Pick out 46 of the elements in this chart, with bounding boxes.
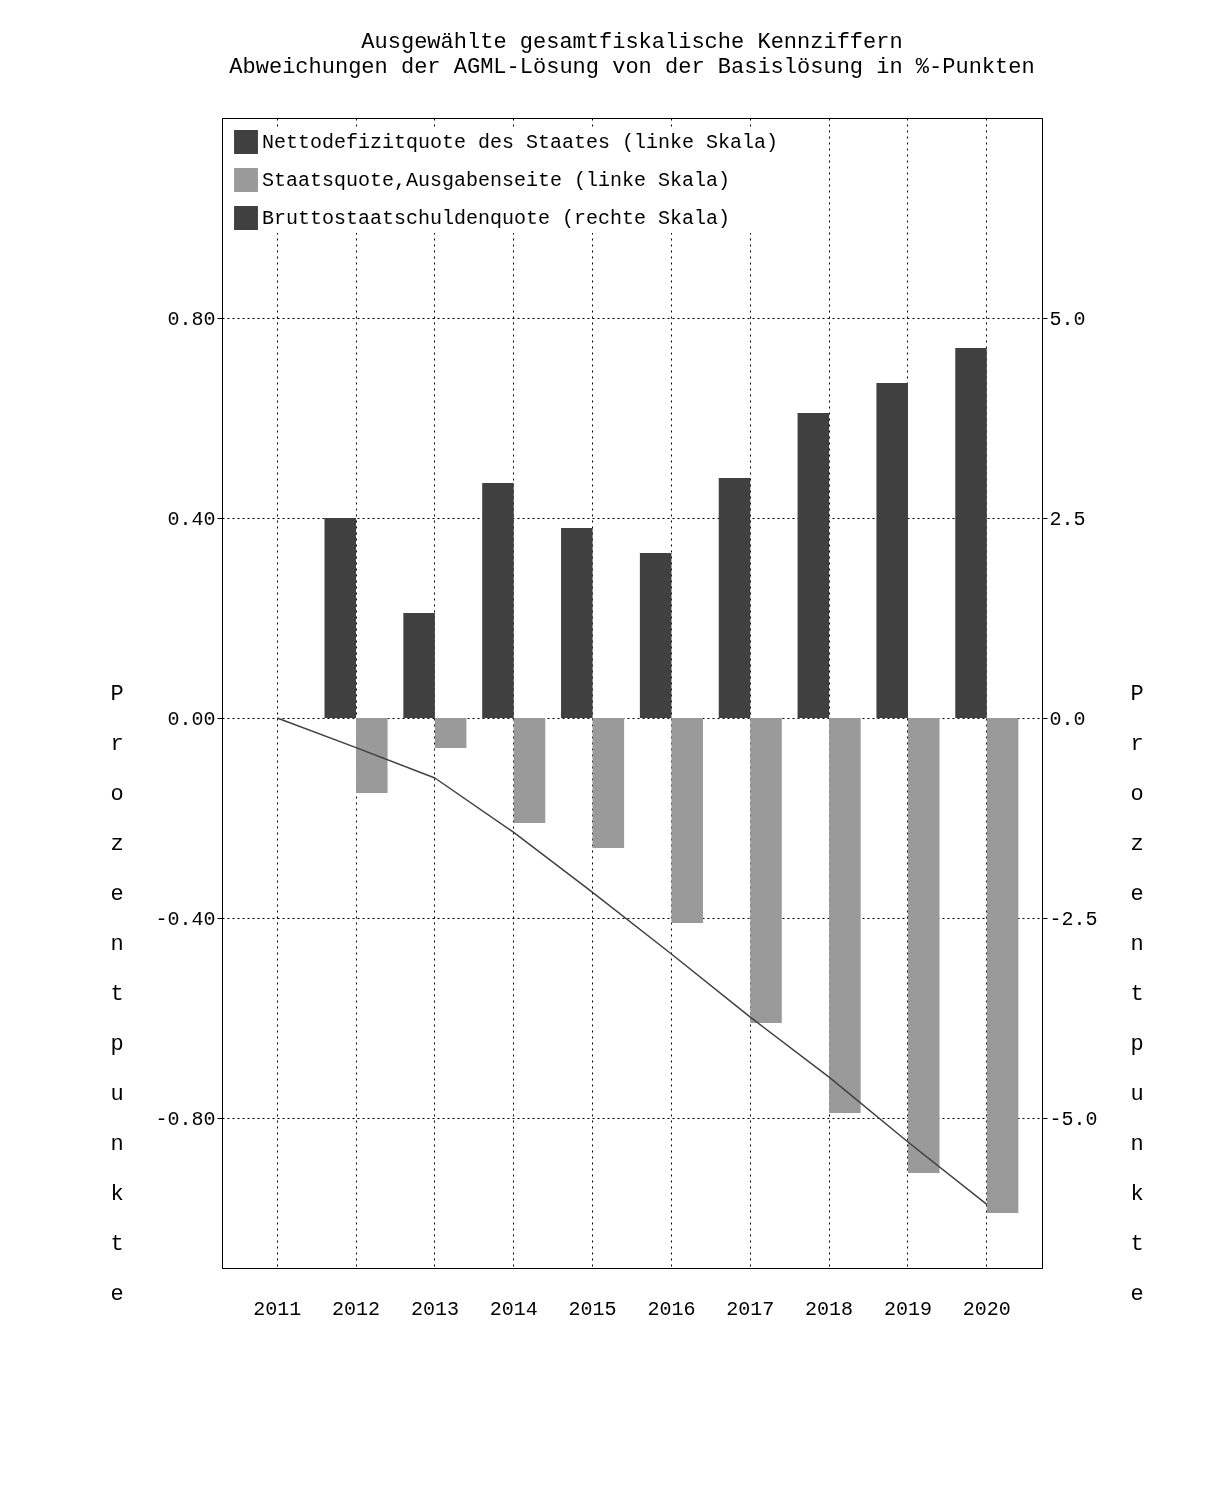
bar [750,718,782,1023]
y2-tick-label: -5.0 [1049,1107,1098,1131]
bar [356,718,388,793]
x-tick-label: 2017 [726,1297,775,1321]
bar [434,718,467,748]
x-tick-label: 2015 [568,1297,617,1321]
x-tick-label: 2019 [883,1297,932,1321]
y-tick-label: -0.40 [155,907,216,931]
y2-tick-label: -2.5 [1049,907,1098,931]
legend-label: Staatsquote,Ausgabenseite (linke Skala) [262,169,731,192]
text: Prozentpunkte [1130,682,1144,1307]
bar [403,613,435,718]
y-tick-label: 0.40 [167,507,216,531]
chart-title: Ausgewählte gesamtfiskalische Kennziffern [361,30,903,55]
x-tick-label: 2013 [410,1297,459,1321]
x-tick-label: 2016 [647,1297,696,1321]
bar [829,718,861,1113]
line-series [276,717,988,1206]
x-tick-label: 2014 [489,1297,538,1321]
y2-tick-label: 5.0 [1049,307,1086,331]
x-tick-label: 2020 [962,1297,1011,1321]
chart-subtitle: Abweichungen der AGML-Lösung von der Basislösung in %-Punkten [229,55,1035,80]
legend-label: Nettodefizitquote des Staates (linke Skala) [262,131,779,154]
bar [671,718,703,923]
bar [592,718,625,848]
y-tick-label: 0.80 [167,307,216,331]
text: Prozentpunkte [110,682,124,1307]
bar [561,528,593,718]
bar [907,718,940,1173]
y2-tick-label: 0.0 [1049,707,1086,731]
bar [797,413,830,718]
x-tick-label: 2018 [805,1297,854,1321]
legend-label: Bruttostaatschuldenquote (rechte Skala) [262,207,731,230]
y-tick-label: 0.00 [167,707,216,731]
bar [718,478,751,718]
bar [955,348,987,718]
y2-tick-label: 2.5 [1049,507,1086,531]
x-tick-label: 2012 [332,1297,381,1321]
bar [639,553,672,718]
bar [513,718,546,823]
x-tick-label: 2011 [253,1297,302,1321]
bar [324,518,357,718]
bar [876,383,908,718]
bar [482,483,514,718]
y-tick-label: -0.80 [155,1107,216,1131]
bar [986,718,1019,1213]
